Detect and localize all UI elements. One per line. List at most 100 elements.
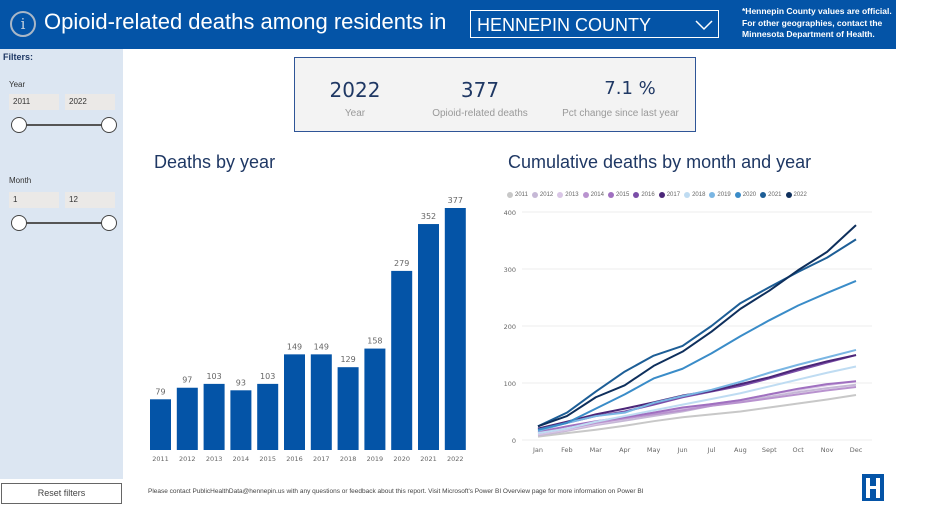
header-bar: i Opioid-related deaths among residents … bbox=[0, 0, 896, 49]
bar-category-label: 2021 bbox=[420, 455, 437, 463]
legend-label: 2022 bbox=[793, 192, 807, 198]
legend-dot-icon bbox=[785, 192, 792, 198]
info-icon[interactable]: i bbox=[10, 11, 36, 37]
legend-label: 2013 bbox=[565, 192, 579, 198]
legend-item-2013[interactable]: 2013 bbox=[557, 192, 579, 198]
cumulative-deaths-chart: 0 100 200 300 400 Jan Feb Mar Apr May Jun Jul Aug Sep… bbox=[504, 209, 872, 454]
legend-item-2020[interactable]: 2020 bbox=[734, 192, 757, 198]
bar-value-label: 149 bbox=[287, 342, 302, 351]
legend-item-2021[interactable]: 2021 bbox=[760, 192, 782, 198]
chevron-down-icon bbox=[695, 20, 713, 31]
legend-label: 2020 bbox=[742, 192, 757, 198]
bar-2016[interactable] bbox=[284, 354, 305, 450]
bar-value-label: 129 bbox=[340, 355, 355, 364]
y-tick-label: 200 bbox=[504, 323, 516, 331]
hennepin-logo bbox=[862, 474, 884, 501]
legend-item-2022[interactable]: 2022 bbox=[785, 192, 807, 198]
legend-item-2019[interactable]: 2019 bbox=[709, 192, 731, 198]
legend-label: 2017 bbox=[666, 192, 681, 198]
bar-category-label: 2011 bbox=[152, 455, 169, 463]
geography-selected-value: HENNEPIN COUNTY bbox=[477, 15, 652, 35]
legend-dot-icon bbox=[507, 192, 513, 198]
legend-item-2016[interactable]: 2016 bbox=[633, 192, 655, 198]
legend-item-2015[interactable]: 2015 bbox=[607, 192, 630, 198]
bar-2013[interactable] bbox=[203, 383, 225, 450]
year-slider-max-handle[interactable] bbox=[101, 117, 117, 133]
bar-value-label: 103 bbox=[260, 372, 275, 381]
bar-2017[interactable] bbox=[310, 354, 332, 450]
bar-2022[interactable] bbox=[444, 208, 466, 450]
legend-item-2018[interactable]: 2018 bbox=[684, 192, 705, 198]
year-slider-track[interactable] bbox=[20, 124, 108, 126]
line-series-2021[interactable] bbox=[537, 238, 857, 428]
bar-value-label: 158 bbox=[367, 337, 382, 346]
line-series-2020[interactable] bbox=[537, 280, 857, 431]
bar-value-label: 93 bbox=[236, 378, 246, 387]
legend-item-2014[interactable]: 2014 bbox=[582, 192, 604, 198]
bar-category-label: 2012 bbox=[179, 455, 196, 463]
x-tick-label: Jan bbox=[532, 446, 543, 454]
legend-item-2012[interactable]: 2012 bbox=[531, 192, 554, 198]
bar-category-label: 2022 bbox=[447, 455, 464, 463]
bar-2012[interactable] bbox=[176, 387, 198, 450]
legend-item-2017[interactable]: 2017 bbox=[658, 192, 681, 198]
x-tick-label: Mar bbox=[590, 446, 603, 454]
line-series-2019[interactable] bbox=[537, 348, 857, 432]
x-tick-label: Nov bbox=[821, 446, 834, 454]
month-slider-track[interactable] bbox=[20, 222, 108, 224]
bar-2020[interactable] bbox=[391, 270, 413, 450]
deaths-by-year-chart: 79 2011 97 2012 103 2013 93 2014 103 2015 149 2016 1… bbox=[150, 196, 466, 463]
legend-label: 2019 bbox=[717, 192, 731, 198]
geography-dropdown[interactable]: HENNEPIN COUNTY bbox=[470, 10, 719, 38]
legend-label: 2012 bbox=[539, 192, 554, 198]
legend-label: 2015 bbox=[615, 192, 630, 198]
legend-label: 2018 bbox=[692, 192, 706, 198]
month-slider-max-handle[interactable] bbox=[101, 215, 117, 231]
legend-dot-icon bbox=[633, 192, 640, 198]
official-values-note: *Hennepin County values are official. Fo… bbox=[742, 6, 892, 39]
y-tick-label: 400 bbox=[504, 209, 516, 217]
reset-filters-button[interactable]: Reset filters bbox=[1, 483, 122, 504]
legend-dot-icon bbox=[658, 192, 665, 198]
x-tick-label: Feb bbox=[561, 446, 573, 454]
line-series-2022[interactable] bbox=[537, 224, 857, 428]
bar-2019[interactable] bbox=[364, 348, 386, 450]
bar-value-label: 97 bbox=[182, 376, 192, 385]
month-max-input[interactable]: 12 bbox=[65, 192, 115, 208]
month-min-input[interactable]: 1 bbox=[9, 192, 59, 208]
line-series-2011[interactable] bbox=[537, 393, 857, 438]
bar-value-label: 279 bbox=[394, 259, 409, 268]
bar-category-label: 2017 bbox=[313, 455, 330, 463]
year-max-input[interactable]: 2022 bbox=[65, 94, 115, 110]
bar-2014[interactable] bbox=[230, 390, 252, 450]
legend-item-2011[interactable]: 2011 bbox=[507, 192, 528, 198]
y-tick-label: 100 bbox=[504, 380, 516, 388]
bar-value-label: 79 bbox=[155, 387, 165, 396]
legend-dot-icon bbox=[734, 192, 741, 198]
legend-dot-icon bbox=[531, 192, 538, 198]
legend-dot-icon bbox=[709, 192, 716, 198]
bar-value-label: 149 bbox=[314, 342, 329, 351]
bar-category-label: 2013 bbox=[206, 455, 223, 463]
bar-category-label: 2018 bbox=[340, 455, 357, 463]
legend-dot-icon bbox=[582, 192, 589, 198]
legend-label: 2021 bbox=[768, 192, 782, 198]
x-tick-label: May bbox=[647, 446, 661, 454]
line-series-2018[interactable] bbox=[537, 365, 857, 435]
bar-2015[interactable] bbox=[257, 383, 279, 450]
x-tick-label: Aug bbox=[734, 446, 747, 454]
kpi-pct-change-label: Pct change since last year bbox=[562, 108, 679, 119]
y-tick-label: 300 bbox=[504, 266, 516, 274]
line-chart-title: Cumulative deaths by month and year bbox=[508, 152, 812, 172]
bar-2011[interactable] bbox=[150, 399, 171, 450]
legend-dot-icon bbox=[760, 192, 767, 198]
year-slider-min-handle[interactable] bbox=[11, 117, 27, 133]
bar-2018[interactable] bbox=[337, 367, 359, 450]
bar-2021[interactable] bbox=[418, 224, 439, 450]
filters-heading: Filters: bbox=[3, 52, 34, 62]
bar-category-label: 2016 bbox=[286, 455, 303, 463]
month-slider-min-handle[interactable] bbox=[11, 215, 27, 231]
kpi-pct-change-value: 7.1 % bbox=[604, 78, 656, 99]
kpi-card: 2022 Year 377 Opioid-related deaths 7.1 … bbox=[294, 57, 696, 132]
year-min-input[interactable]: 2011 bbox=[9, 94, 59, 110]
